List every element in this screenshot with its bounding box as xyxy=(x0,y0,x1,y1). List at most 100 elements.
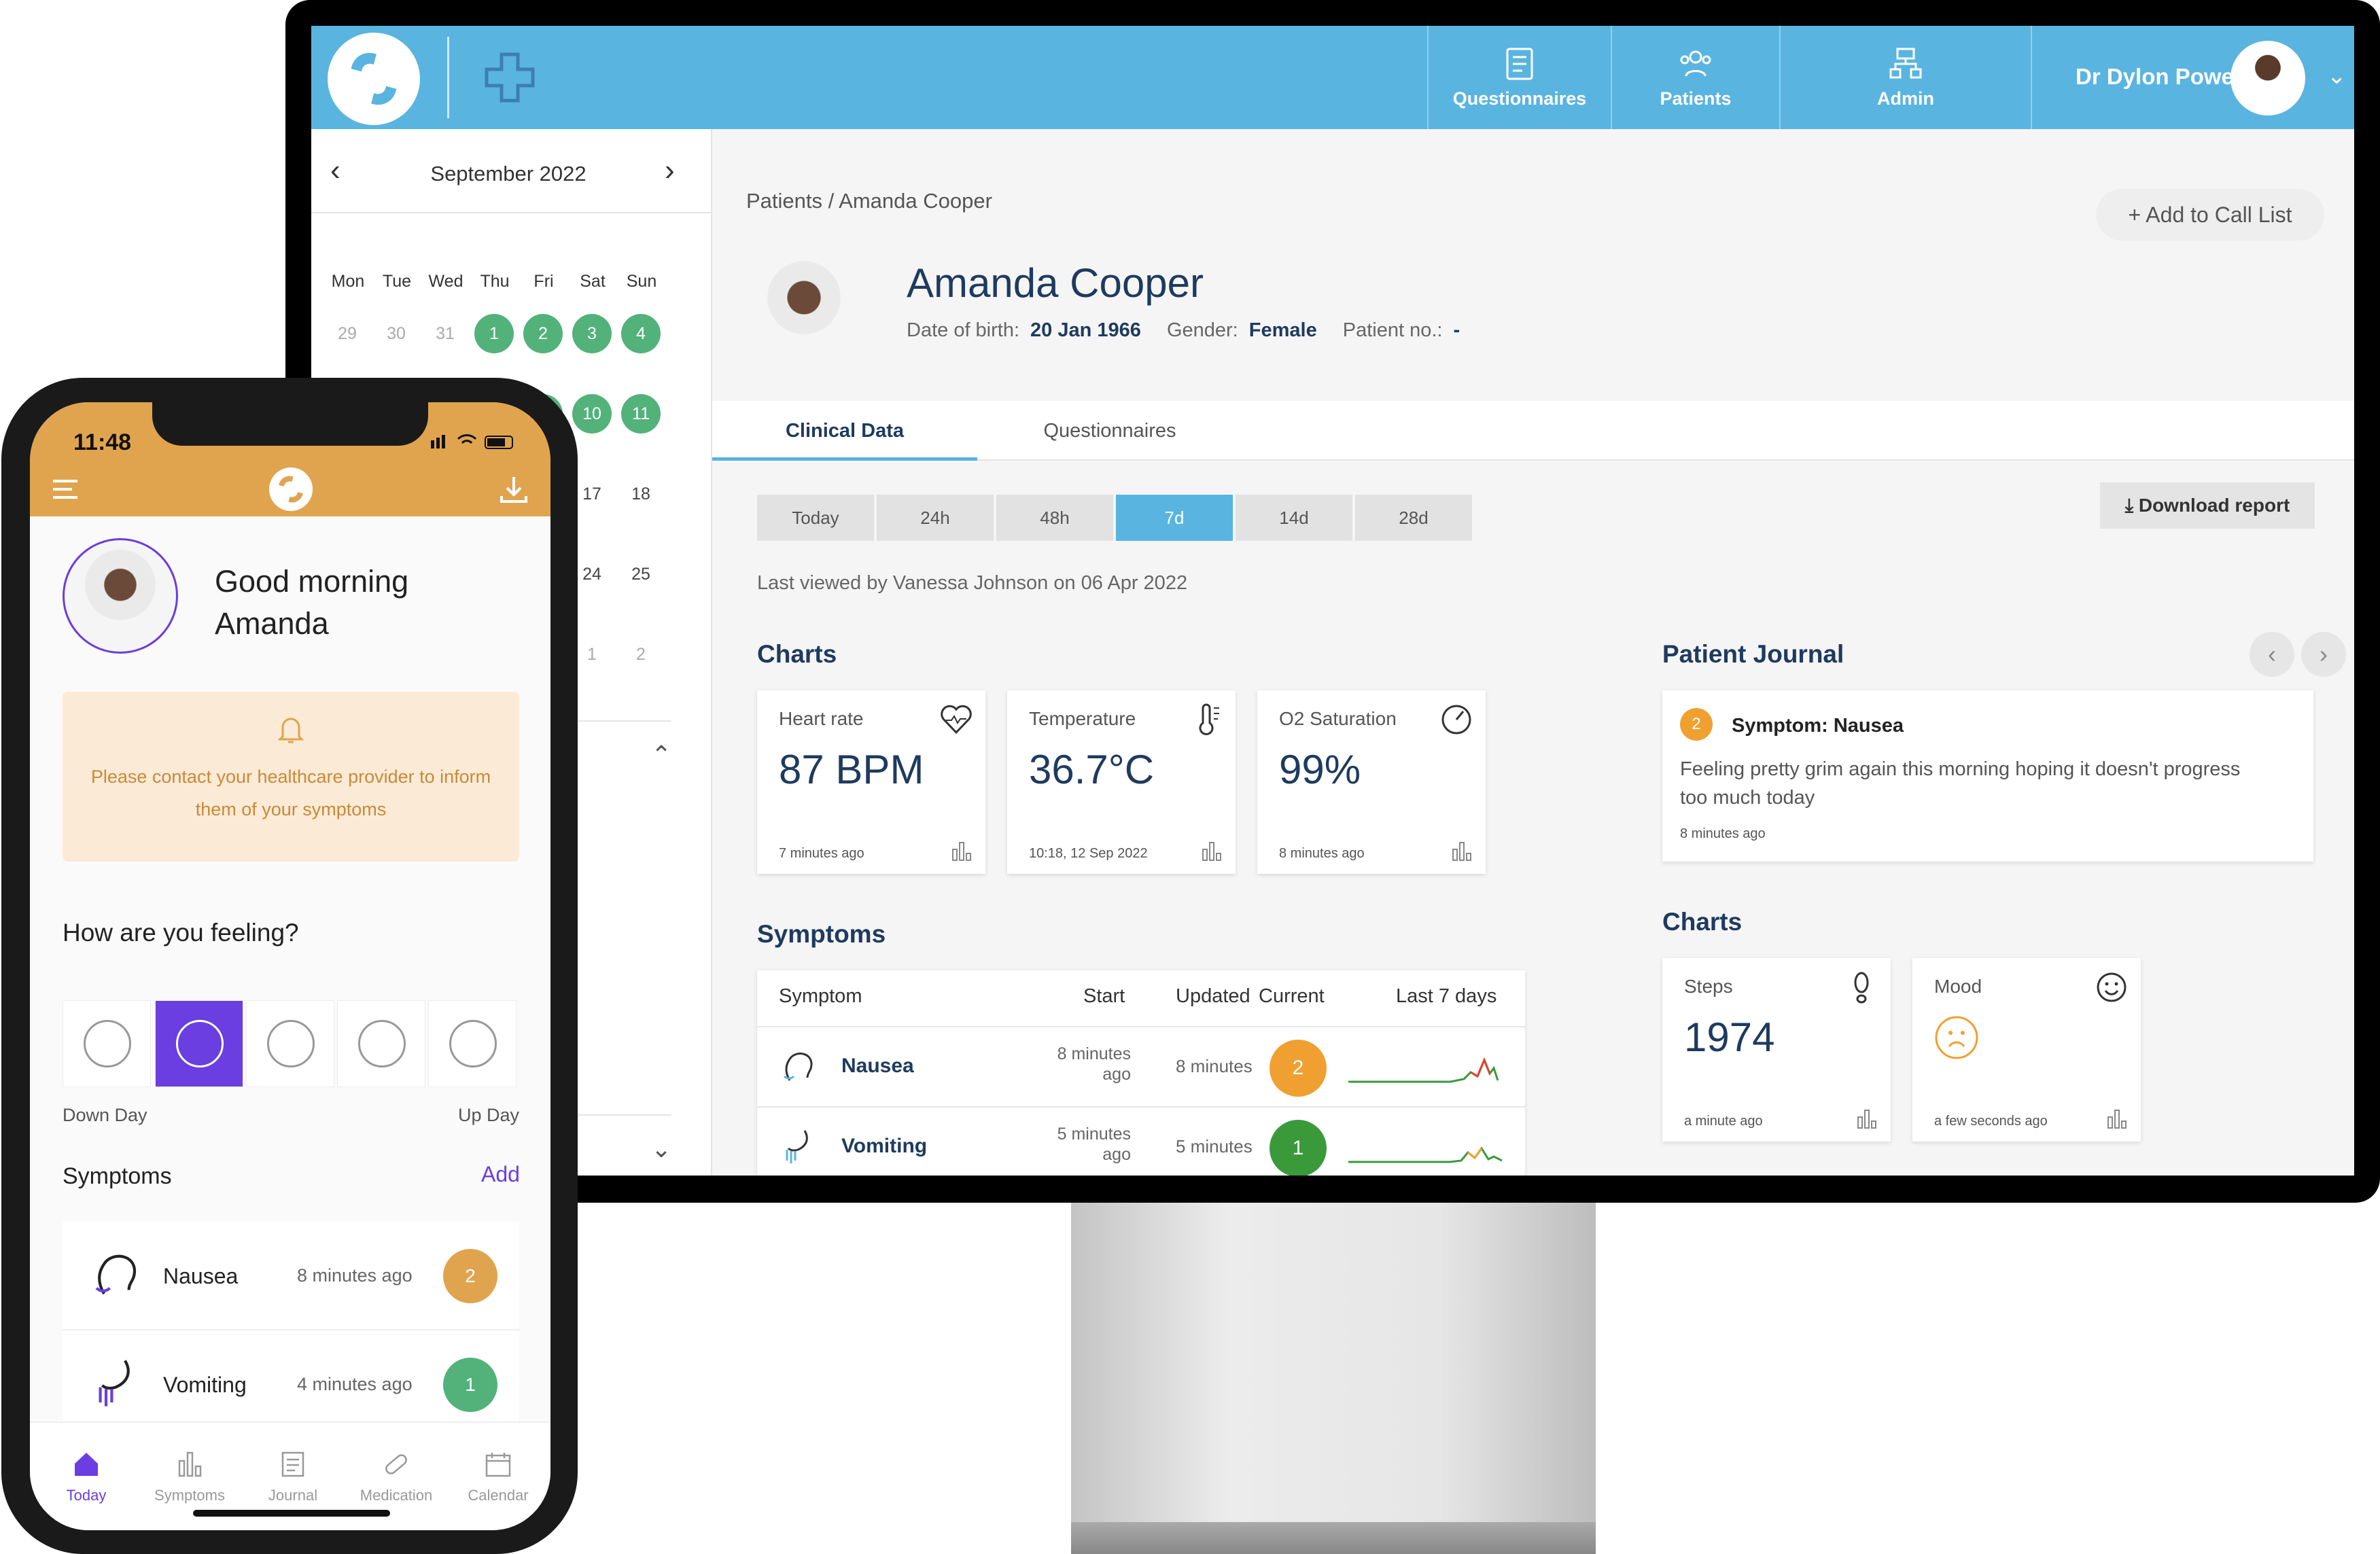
symptom-sparkline xyxy=(1348,1146,1503,1163)
range-24h[interactable]: 24h xyxy=(877,495,994,541)
feeling-option-1[interactable] xyxy=(63,1000,151,1087)
bar-chart-icon[interactable] xyxy=(1202,840,1223,862)
card-title: Steps xyxy=(1684,976,1733,997)
range-14d[interactable]: 14d xyxy=(1236,495,1352,541)
table-row[interactable]: Vomiting 5 minutes ago 5 minutes 1 xyxy=(757,1106,1525,1176)
tab-symptoms[interactable]: Symptoms xyxy=(139,1450,241,1504)
smiley-icon xyxy=(2097,972,2127,1002)
o2-saturation-card[interactable]: O2 Saturation 99% 8 minutes ago xyxy=(1257,690,1486,874)
tab-today[interactable]: Today xyxy=(35,1450,137,1504)
journal-title: Symptom: Nausea xyxy=(1732,715,1904,737)
add-to-call-list-button[interactable]: + Add to Call List xyxy=(2096,189,2324,241)
calendar-day[interactable]: 25 xyxy=(631,565,650,584)
calendar-day[interactable]: 30 xyxy=(387,324,406,343)
calendar-day[interactable]: 17 xyxy=(582,484,601,504)
nausea-icon xyxy=(95,1254,137,1295)
calendar-day[interactable]: 10 xyxy=(572,394,612,434)
calendar-day[interactable]: 31 xyxy=(436,324,455,343)
journal-text: Feeling pretty grim again this morning h… xyxy=(1680,758,2241,780)
calendar-day[interactable]: 4 xyxy=(621,314,661,353)
feeling-option-5[interactable] xyxy=(428,1000,517,1087)
feeling-option-3[interactable] xyxy=(246,1000,334,1087)
chevron-left-icon[interactable]: ‹ xyxy=(330,154,340,187)
breadcrumb[interactable]: Patients / Amanda Cooper xyxy=(746,189,992,213)
sad-face-icon xyxy=(1935,1016,1978,1059)
calendar-day[interactable]: 18 xyxy=(631,484,650,504)
steps-card[interactable]: Steps 1974 a minute ago xyxy=(1662,958,1891,1142)
temperature-card[interactable]: Temperature 36.7°C 10:18, 12 Sep 2022 xyxy=(1007,690,1236,874)
patient-meta: Date of birth: 20 Jan 1966 Gender: Female … xyxy=(907,319,1480,342)
symptom-current-badge: 1 xyxy=(1270,1120,1327,1176)
range-7d[interactable]: 7d xyxy=(1116,495,1233,541)
table-header: Start xyxy=(1083,985,1125,1007)
tab-bar: Clinical Data Questionnaires xyxy=(712,401,2354,461)
add-symptom-link[interactable]: Add xyxy=(481,1162,520,1186)
calendar-day[interactable]: 3 xyxy=(572,314,612,353)
tab-questionnaires[interactable]: Questionnaires xyxy=(1043,420,1176,442)
nav-questionnaires[interactable]: Questionnaires xyxy=(1427,26,1611,129)
download-icon[interactable] xyxy=(499,474,529,504)
tab-calendar-label: Calendar xyxy=(468,1487,529,1504)
calendar-icon xyxy=(485,1453,511,1477)
patient-no-value: - xyxy=(1453,319,1460,341)
heart-rate-card[interactable]: Heart rate 87 BPM 7 minutes ago xyxy=(757,690,985,874)
chevron-down-icon[interactable]: ⌄ xyxy=(651,1135,672,1163)
calendar-day[interactable]: 24 xyxy=(582,565,601,584)
mood-card[interactable]: Mood a few seconds ago xyxy=(1912,958,2141,1142)
calendar-day[interactable]: 11 xyxy=(621,394,661,434)
weekday-sun: Sun xyxy=(626,272,657,291)
chevron-right-icon[interactable]: › xyxy=(665,154,675,187)
journal-prev-button[interactable]: ‹ xyxy=(2250,632,2294,677)
bar-chart-icon[interactable] xyxy=(1857,1108,1878,1129)
journal-next-button[interactable]: › xyxy=(2301,632,2346,677)
tab-clinical-data[interactable]: Clinical Data xyxy=(712,401,977,461)
bar-chart-icon[interactable] xyxy=(951,840,973,862)
nav-patients[interactable]: Patients xyxy=(1611,26,1779,129)
alert-text: Please contact your healthcare provider … xyxy=(90,766,491,787)
tab-medication[interactable]: Medication xyxy=(345,1450,447,1504)
nav-admin[interactable]: Admin xyxy=(1779,26,2031,129)
patient-journal-title: Patient Journal xyxy=(1662,640,1844,668)
calendar-day[interactable]: 1 xyxy=(587,645,597,664)
journal-entry-card[interactable]: 2 Symptom: Nausea Feeling pretty grim ag… xyxy=(1662,690,2313,862)
monitor-stand xyxy=(1071,1203,1596,1554)
heart-icon xyxy=(941,705,972,735)
table-row[interactable]: Nausea 8 minutes ago 8 minutes 2 xyxy=(757,1026,1525,1106)
phone-screen: 11:48 Good morning Amanda Please contact… xyxy=(30,402,550,1530)
range-today[interactable]: Today xyxy=(757,495,874,541)
app-logo[interactable] xyxy=(328,33,420,125)
bar-chart-icon[interactable] xyxy=(2107,1108,2129,1129)
list-item[interactable]: Nausea 8 minutes ago 2 xyxy=(63,1222,519,1330)
feeling-option-4[interactable] xyxy=(337,1000,425,1087)
chevron-up-icon[interactable]: ⌃ xyxy=(651,741,672,769)
feeling-option-2[interactable] xyxy=(155,1000,243,1087)
tab-journal[interactable]: Journal xyxy=(242,1450,344,1504)
range-48h[interactable]: 48h xyxy=(996,495,1113,541)
calendar-day[interactable]: 29 xyxy=(338,324,357,343)
symptom-name: Nausea xyxy=(163,1264,239,1288)
tab-medication-label: Medication xyxy=(360,1487,433,1504)
chevron-down-icon[interactable]: ⌄ xyxy=(2327,63,2347,89)
calendar-day[interactable]: 2 xyxy=(636,645,646,664)
calendar-day[interactable]: 1 xyxy=(474,314,514,353)
tab-calendar[interactable]: Calendar xyxy=(447,1450,549,1504)
tab-symptoms-label: Symptoms xyxy=(154,1487,225,1504)
range-28d[interactable]: 28d xyxy=(1355,495,1472,541)
symptom-time: 4 minutes ago xyxy=(297,1374,413,1394)
symptom-updated: 5 minutes xyxy=(1176,1136,1253,1156)
smile-face-icon xyxy=(358,1020,406,1067)
list-item[interactable]: Vomiting 4 minutes ago 1 xyxy=(63,1330,519,1439)
gauge-icon xyxy=(1441,705,1471,735)
weekday-thu: Thu xyxy=(480,272,510,291)
card-time: 8 minutes ago xyxy=(1279,846,1365,861)
bar-chart-icon[interactable] xyxy=(1452,840,1473,862)
symptom-time: 8 minutes ago xyxy=(297,1265,413,1286)
user-menu[interactable]: Dr Dylon Powell ⌄ xyxy=(2031,26,2354,129)
symptom-score: 2 xyxy=(443,1249,497,1303)
menu-icon[interactable] xyxy=(50,477,80,501)
patient-name: Amanda Cooper xyxy=(907,260,1204,306)
calendar-day[interactable]: 2 xyxy=(523,314,563,353)
happy-face-icon xyxy=(449,1020,497,1067)
crying-face-icon xyxy=(84,1020,131,1067)
download-report-button[interactable]: ⤓ Download report xyxy=(2100,482,2315,529)
